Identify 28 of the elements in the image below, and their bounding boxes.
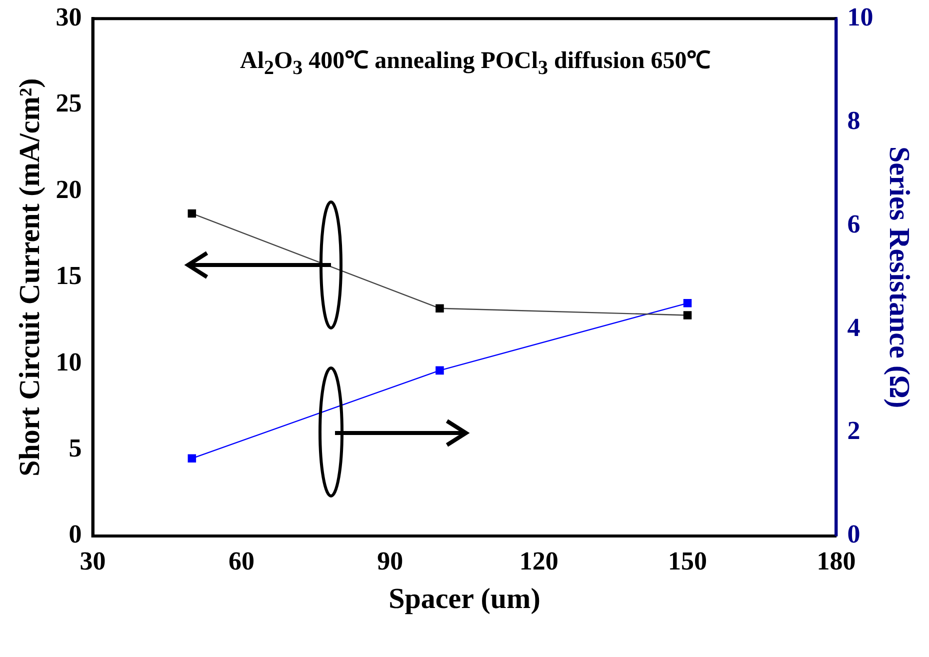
y-tick-label: 5 bbox=[68, 433, 82, 462]
y-tick-label: 10 bbox=[56, 347, 82, 376]
y2-tick-label: 8 bbox=[847, 106, 860, 135]
x-axis-title: Spacer (um) bbox=[388, 583, 540, 616]
y2-tick-label: 10 bbox=[847, 2, 874, 32]
y-tick-label: 25 bbox=[56, 88, 82, 118]
x-tick-label: 90 bbox=[377, 546, 404, 576]
x-tick-label: 150 bbox=[668, 546, 708, 576]
y2-tick-label: 6 bbox=[847, 209, 860, 238]
y2-tick-label: 4 bbox=[847, 312, 860, 342]
point bbox=[683, 299, 692, 308]
x-tick-label: 120 bbox=[519, 546, 558, 576]
annotation: Al$_{2}$O$_{3}$ 400℃ annealing POCl$_{3}$ diffusion 650℃ bbox=[240, 47, 711, 80]
y-tick-label: 20 bbox=[56, 174, 82, 204]
y2-tick-label: 0 bbox=[847, 520, 860, 549]
point bbox=[188, 209, 196, 218]
x-tick-label: 60 bbox=[228, 546, 254, 576]
point bbox=[436, 366, 444, 375]
point bbox=[188, 454, 196, 463]
point bbox=[683, 311, 692, 320]
x-tick-label: 180 bbox=[816, 546, 856, 576]
y-tick-label: 15 bbox=[56, 261, 82, 290]
y-tick-label: 0 bbox=[68, 520, 82, 549]
point bbox=[436, 304, 444, 312]
y2-axis-title: Series Resistance (Ω) bbox=[883, 146, 916, 408]
y-tick-label: 30 bbox=[56, 2, 82, 32]
y-axis-title: Short Circuit Current (mA/cm²) bbox=[14, 78, 46, 476]
y2-tick-label: 2 bbox=[847, 416, 860, 446]
